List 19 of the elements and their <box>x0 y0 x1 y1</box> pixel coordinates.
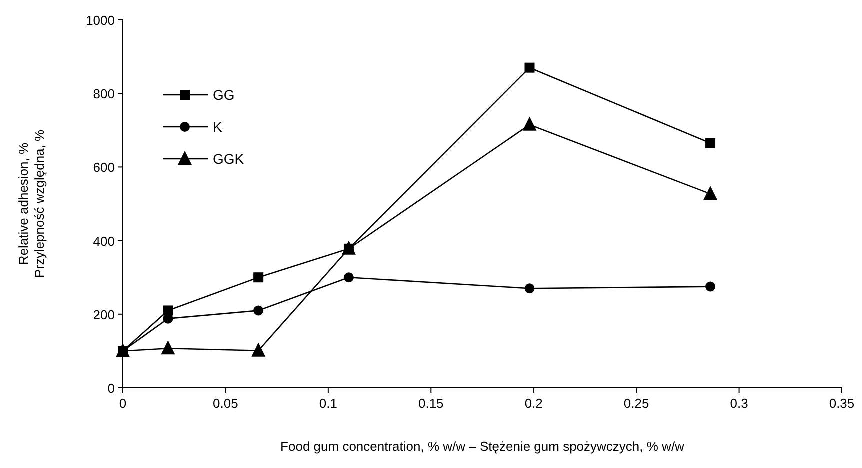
legend-label: GG <box>213 87 235 103</box>
y-axis-title: Relative adhesion, % Przylepność względna, % <box>16 130 47 278</box>
legend-label: K <box>213 119 223 135</box>
legend-label: GGK <box>213 151 245 167</box>
y-tick-label: 600 <box>93 160 115 176</box>
y-tick-label: 0 <box>108 381 115 396</box>
x-tick-label: 0.2 <box>524 396 543 411</box>
y-tick-label: 400 <box>93 234 115 249</box>
y-tick-label: 200 <box>93 307 115 322</box>
y-tick-label: 1000 <box>86 13 115 28</box>
x-tick-label: 0.15 <box>418 396 444 411</box>
x-tick-label: 0.1 <box>319 396 338 411</box>
x-tick-label: 0.05 <box>213 396 238 411</box>
x-tick-label: 0 <box>119 396 127 411</box>
x-axis-title: Food gum concentration, % w/w – Stężenie gum spożywczych, % w/w <box>280 439 686 454</box>
y-tick-label: 800 <box>93 86 115 102</box>
x-tick-label: 0.3 <box>730 396 748 411</box>
x-tick-label: 0.35 <box>829 396 855 411</box>
x-tick-label: 0.25 <box>624 396 650 411</box>
